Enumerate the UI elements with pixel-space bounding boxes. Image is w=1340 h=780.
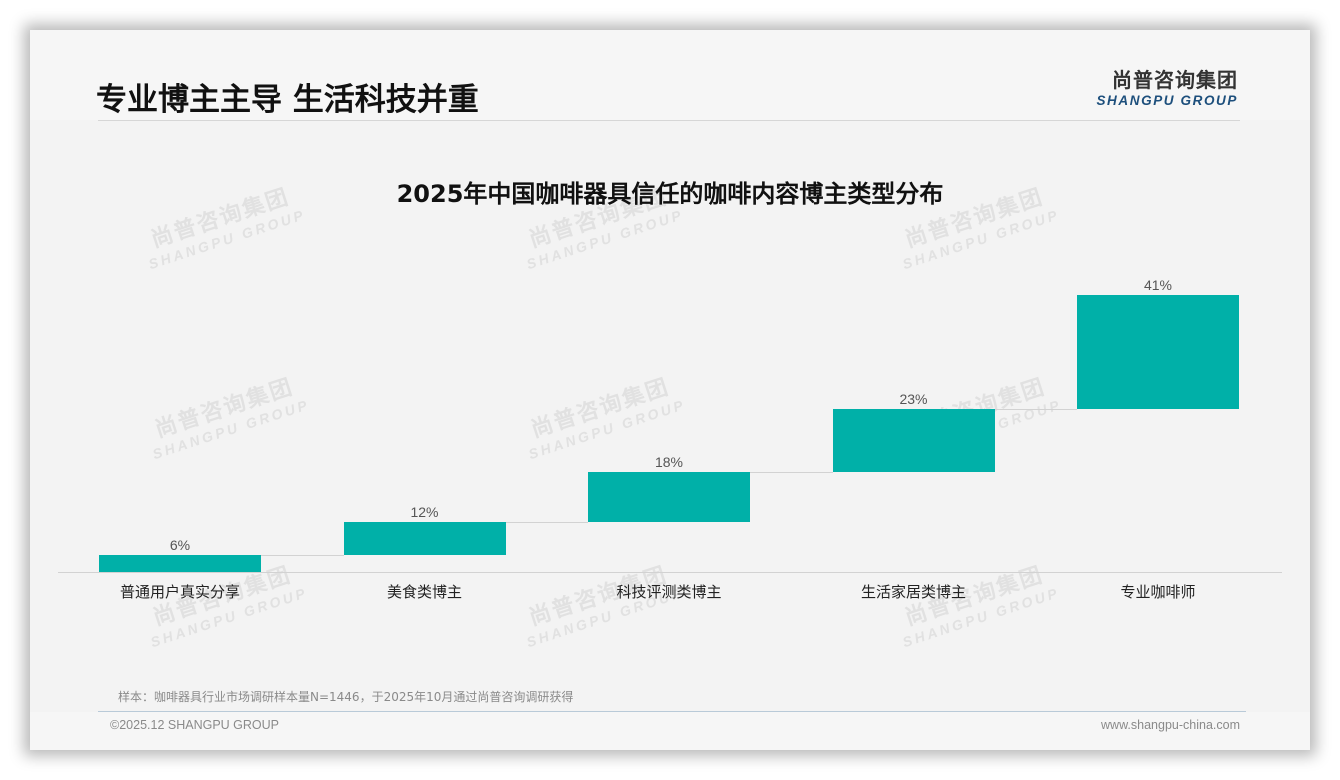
waterfall-bar <box>343 522 506 556</box>
category-label: 生活家居类博主 <box>860 583 966 601</box>
bar-value-label: 23% <box>899 390 928 407</box>
logo-chinese-text: 尚普咨询集团 <box>1112 68 1238 92</box>
category-label: 科技评测类博主 <box>616 583 722 601</box>
page-title: 专业博主主导 生活科技并重 <box>96 82 479 118</box>
waterfall-connector <box>750 472 833 474</box>
bar-value-label: 41% <box>1143 277 1173 293</box>
waterfall-bar <box>588 472 750 523</box>
waterfall-bar <box>1077 295 1239 409</box>
company-logo: 尚普咨询集团 SHANGPU GROUP <box>1088 64 1238 108</box>
waterfall-connector <box>261 555 344 557</box>
waterfall-bar <box>832 408 995 473</box>
watermark-en: SHANGPU GROUP <box>150 396 312 463</box>
watermark-en: SHANGPU GROUP <box>146 206 308 273</box>
website-text: www.shangpu-china.com <box>1101 718 1240 732</box>
category-label: 普通用户真实分享 <box>119 583 240 601</box>
waterfall-connector <box>994 408 1077 410</box>
copyright-text: ©2025.12 SHANGPU GROUP <box>110 718 279 732</box>
logo-english-text: SHANGPU GROUP <box>1096 93 1238 108</box>
watermark-en: SHANGPU GROUP <box>526 396 688 463</box>
x-axis-baseline <box>58 572 1282 573</box>
header-band <box>30 30 1310 120</box>
watermark-cn: 尚普咨询集团 <box>527 373 673 442</box>
watermark-cn: 尚普咨询集团 <box>151 373 297 442</box>
slide: 专业博主主导 生活科技并重 尚普咨询集团 SHANGPU GROUP 尚普咨询集… <box>30 30 1310 750</box>
category-label: 美食类博主 <box>386 583 462 601</box>
chart-title: 2025年中国咖啡器具信任的咖啡内容博主类型分布 <box>396 180 944 208</box>
waterfall-connector <box>505 522 588 524</box>
watermark-en: SHANGPU GROUP <box>900 206 1062 273</box>
footer-band <box>30 712 1310 750</box>
category-label: 专业咖啡师 <box>1120 583 1196 601</box>
waterfall-bar <box>99 555 261 572</box>
sample-note: 样本：咖啡器具行业市场调研样本量N=1446，于2025年10月通过尚普咨询调研… <box>118 690 574 704</box>
footer-divider <box>98 711 1246 712</box>
bar-value-label: 6% <box>169 537 191 554</box>
bar-value-label: 18% <box>654 454 684 471</box>
watermark-en: SHANGPU GROUP <box>524 206 686 273</box>
bar-value-label: 12% <box>410 504 439 521</box>
header-divider <box>98 120 1240 121</box>
